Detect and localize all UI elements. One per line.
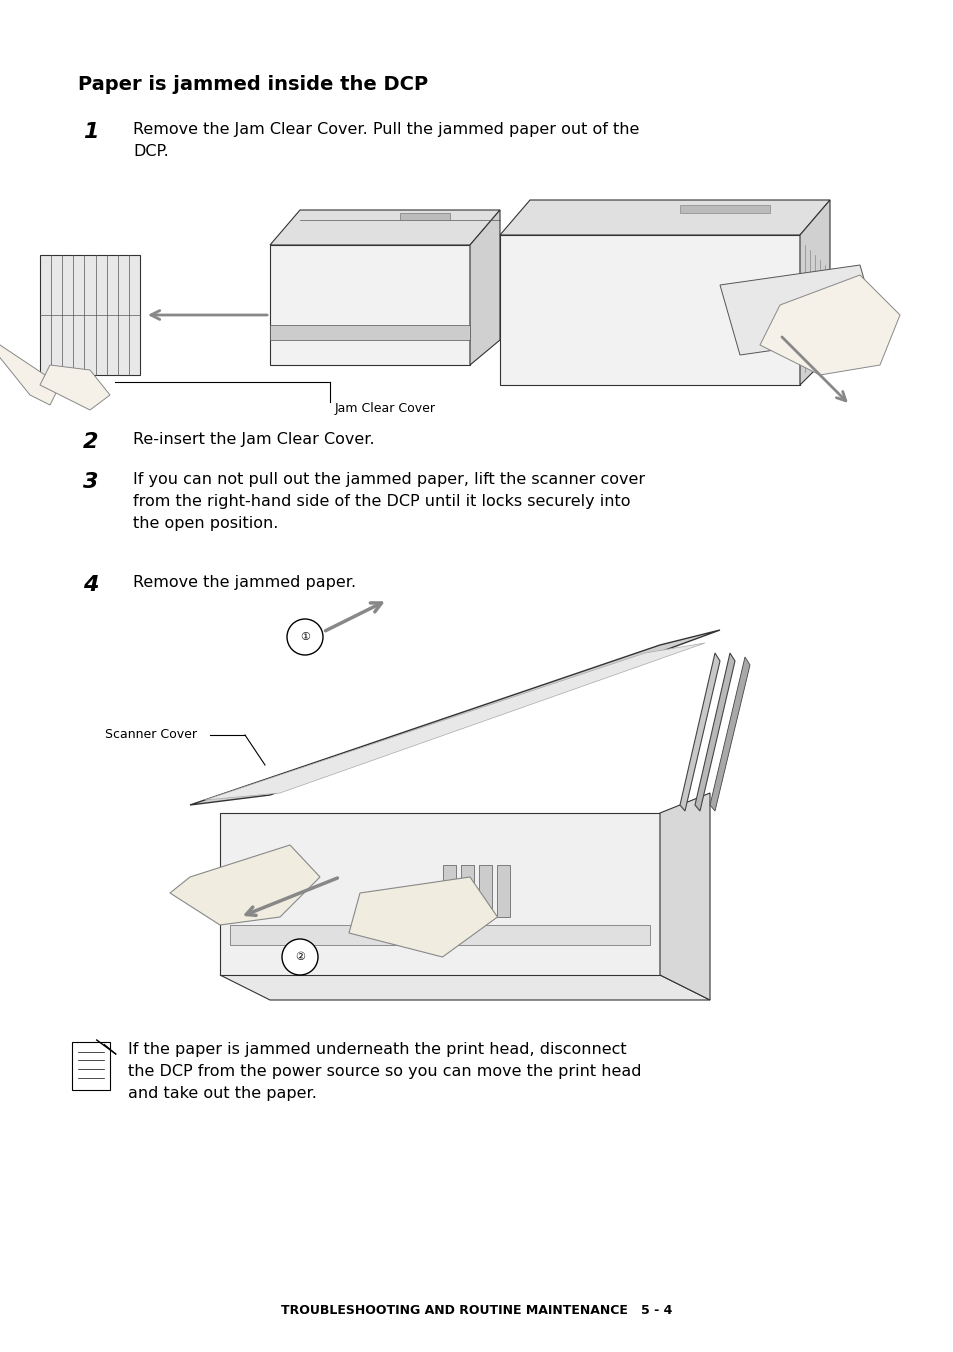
Polygon shape — [499, 235, 800, 385]
Text: 4: 4 — [83, 575, 98, 595]
Polygon shape — [499, 200, 829, 235]
Text: If the paper is jammed underneath the print head, disconnect
the DCP from the po: If the paper is jammed underneath the pr… — [128, 1042, 640, 1102]
Text: ①: ① — [299, 631, 310, 642]
Text: 2: 2 — [83, 433, 98, 452]
Text: Remove the jammed paper.: Remove the jammed paper. — [133, 575, 356, 589]
Text: Jam Clear Cover: Jam Clear Cover — [335, 402, 436, 415]
Polygon shape — [800, 200, 829, 385]
Polygon shape — [349, 877, 497, 957]
Polygon shape — [478, 865, 491, 917]
Text: 1: 1 — [83, 122, 98, 142]
Polygon shape — [442, 865, 455, 917]
Polygon shape — [679, 206, 769, 214]
Text: Paper is jammed inside the DCP: Paper is jammed inside the DCP — [78, 74, 428, 95]
Circle shape — [287, 619, 323, 654]
Text: Remove the Jam Clear Cover. Pull the jammed paper out of the
DCP.: Remove the Jam Clear Cover. Pull the jam… — [133, 122, 639, 160]
Polygon shape — [40, 365, 110, 410]
Polygon shape — [0, 315, 60, 406]
Polygon shape — [460, 865, 473, 917]
Polygon shape — [220, 813, 659, 975]
Polygon shape — [760, 274, 899, 375]
Polygon shape — [230, 925, 649, 945]
Polygon shape — [399, 214, 450, 220]
Polygon shape — [496, 865, 509, 917]
Text: If you can not pull out the jammed paper, lift the scanner cover
from the right-: If you can not pull out the jammed paper… — [133, 472, 644, 531]
Text: Re-insert the Jam Clear Cover.: Re-insert the Jam Clear Cover. — [133, 433, 375, 448]
Polygon shape — [679, 653, 720, 811]
Polygon shape — [71, 1042, 110, 1090]
Circle shape — [282, 940, 317, 975]
Polygon shape — [205, 644, 704, 800]
Text: Scanner Cover: Scanner Cover — [105, 729, 196, 741]
Polygon shape — [720, 265, 879, 356]
Polygon shape — [40, 256, 140, 375]
Text: ②: ② — [294, 952, 305, 963]
Polygon shape — [709, 657, 749, 811]
Polygon shape — [270, 324, 470, 339]
Polygon shape — [190, 630, 720, 804]
Text: TROUBLESHOOTING AND ROUTINE MAINTENANCE   5 - 4: TROUBLESHOOTING AND ROUTINE MAINTENANCE … — [281, 1303, 672, 1317]
Polygon shape — [695, 653, 734, 811]
Polygon shape — [470, 210, 499, 365]
Polygon shape — [659, 794, 709, 1000]
Text: 3: 3 — [83, 472, 98, 492]
Polygon shape — [170, 845, 319, 925]
Polygon shape — [270, 210, 499, 245]
Polygon shape — [220, 975, 709, 1000]
Polygon shape — [270, 245, 470, 365]
